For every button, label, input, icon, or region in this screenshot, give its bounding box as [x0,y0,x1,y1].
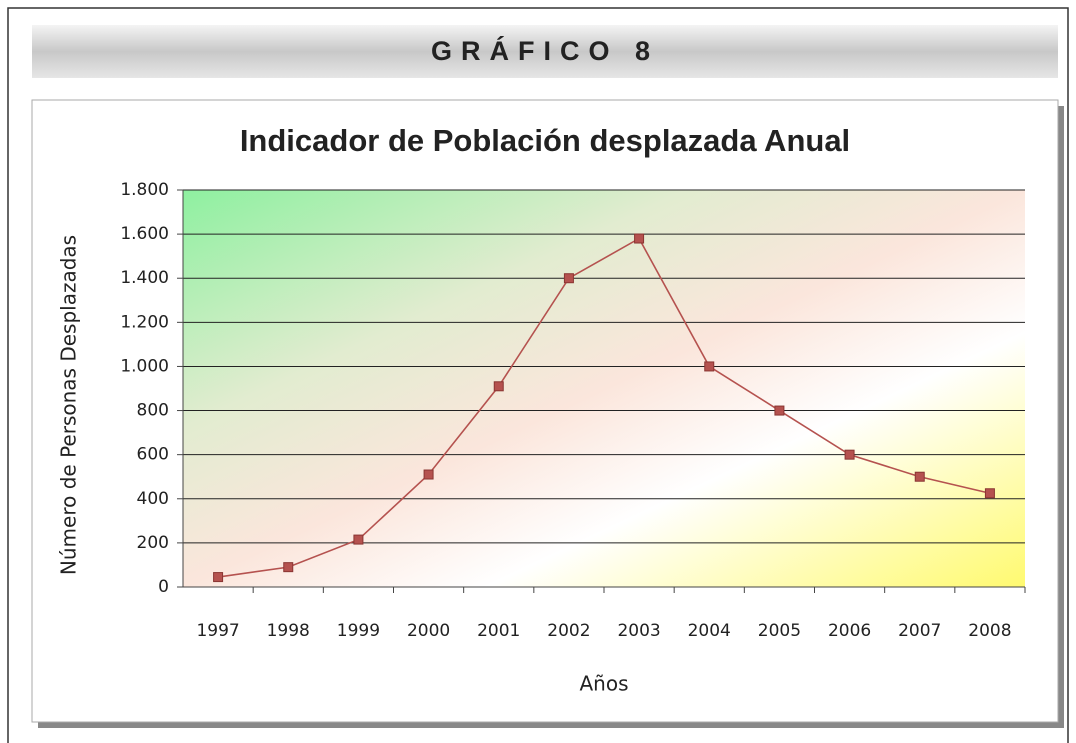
x-tick-label: 2003 [617,621,660,641]
banner [32,25,1058,78]
x-tick-label: 2002 [547,621,590,641]
y-tick-label: 1.200 [120,312,169,332]
y-tick-label: 800 [137,401,169,421]
marker [704,361,715,372]
marker [774,405,785,416]
y-tick-label: 1.600 [120,224,169,244]
y-tick-label: 200 [137,533,169,553]
chart-title: Indicador de Población desplazada Anual [240,123,850,158]
plot-area [183,190,1025,587]
marker [634,233,645,244]
y-tick-label: 0 [158,577,169,597]
x-tick-label: 1998 [267,621,310,641]
marker [984,488,995,499]
x-tick-label: 2004 [688,621,731,641]
marker [844,449,855,460]
x-tick-label: 1997 [196,621,239,641]
marker [353,534,364,545]
x-tick-label: 2008 [968,621,1011,641]
marker [493,381,504,392]
banner-title: GRÁFICO 8 [431,35,659,66]
marker [283,562,294,573]
x-tick-label: 1999 [337,621,380,641]
marker [423,469,434,480]
frame [7,7,1069,743]
x-tick-label: 2005 [758,621,801,641]
y-tick-label: 1.800 [120,180,169,200]
x-tick-label: 2006 [828,621,871,641]
marker [914,471,925,482]
marker [563,273,574,284]
x-tick-label: 2001 [477,621,520,641]
x-tick-label: 2000 [407,621,450,641]
y-tick-label: 600 [137,445,169,465]
marker [213,572,224,583]
y-tick-label: 1.400 [120,268,169,288]
x-axis-label: Años [579,672,628,696]
x-tick-label: 2007 [898,621,941,641]
y-tick-label: 1.000 [120,356,169,376]
y-axis-label: Número de Personas Desplazadas [57,235,81,575]
y-tick-label: 400 [137,489,169,509]
series-line [217,237,991,578]
